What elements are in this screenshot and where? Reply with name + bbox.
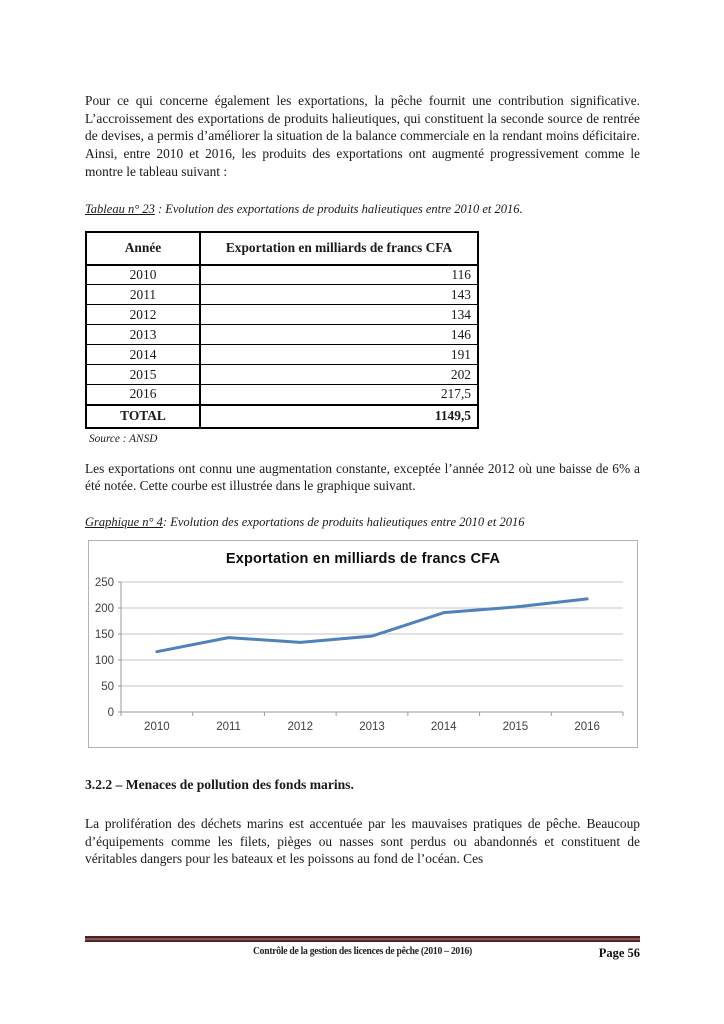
chart-canvas: 0 50 100 150 200 250 2010 2011 2012 2013 2014 2015 2… (95, 577, 624, 733)
exports-table: Année Exportation en milliards de francs… (85, 230, 479, 429)
svg-text:0: 0 (108, 707, 114, 719)
table-row: 2014 191 (85, 344, 479, 366)
value-cell: 134 (199, 304, 479, 326)
table-row: 2012 134 (85, 304, 479, 326)
year-cell: 2011 (85, 284, 201, 306)
table-row: 2010 116 (85, 264, 479, 286)
table-header-year: Année (85, 231, 201, 266)
svg-text:2010: 2010 (144, 721, 170, 733)
year-cell: 2012 (85, 304, 201, 326)
paragraph-pollution: La prolifération des déchets marins est … (85, 815, 640, 867)
svg-text:50: 50 (101, 681, 114, 693)
table-total-row: TOTAL 1149,5 (85, 403, 479, 429)
paragraph-exports-trend: Les exportations ont connu une augmentat… (85, 460, 640, 494)
svg-text:2014: 2014 (431, 721, 457, 733)
footer-page-number: Page 56 (598, 946, 640, 960)
total-value-cell: 1149,5 (199, 403, 479, 429)
value-cell: 116 (199, 264, 479, 286)
export-line-chart: Exportation en milliards de francs CFA 0… (88, 539, 638, 748)
year-cell: 2016 (85, 384, 201, 406)
value-cell: 191 (199, 344, 479, 366)
table-header-export: Exportation en milliards de francs CFA (199, 231, 479, 266)
page-footer: Contrôle de la gestion des licences de p… (85, 936, 640, 962)
svg-text:200: 200 (95, 603, 114, 615)
svg-text:2015: 2015 (503, 721, 529, 733)
svg-text:100: 100 (95, 655, 114, 667)
footer-doc-title: Contrôle de la gestion des licences de p… (252, 946, 473, 957)
total-label-cell: TOTAL (85, 403, 201, 429)
table-row: 2011 143 (85, 284, 479, 306)
paragraph-exports-intro: Pour ce qui concerne également les expor… (85, 93, 640, 179)
svg-text:2013: 2013 (359, 721, 385, 733)
table-caption: Tableau n° 23 : Evolution des exportatio… (85, 202, 640, 217)
year-cell: 2014 (85, 344, 201, 366)
table-row: 2016 217,5 (85, 384, 479, 406)
table-row: 2015 202 (85, 364, 479, 386)
footer-row: Contrôle de la gestion des licences de p… (85, 946, 640, 962)
table-caption-text: : Evolution des exportations de produits… (154, 201, 523, 216)
table-row: 2013 146 (85, 324, 479, 346)
svg-text:2011: 2011 (216, 721, 241, 733)
table-header-row: Année Exportation en milliards de francs… (85, 231, 479, 266)
year-cell: 2010 (85, 264, 201, 286)
chart-caption-text: : Evolution des exportations de produits… (162, 514, 525, 529)
svg-text:2012: 2012 (287, 721, 313, 733)
svg-text:2016: 2016 (574, 721, 600, 733)
chart-caption-label: Graphique n° 4 (85, 514, 163, 529)
section-heading: 3.2.2 – Menaces de pollution des fonds m… (85, 776, 354, 792)
svg-text:250: 250 (95, 577, 114, 589)
svg-text:150: 150 (95, 629, 114, 641)
source-note: Source : ANSD (89, 432, 158, 445)
page-content: Pour ce qui concerne également les expor… (85, 92, 640, 868)
footer-rule (85, 936, 640, 942)
table-caption-label: Tableau n° 23 (85, 201, 155, 216)
year-cell: 2013 (85, 324, 201, 346)
year-cell: 2015 (85, 364, 201, 386)
value-cell: 143 (199, 284, 479, 306)
chart-caption: Graphique n° 4: Evolution des exportatio… (85, 515, 640, 530)
value-cell: 146 (199, 324, 479, 346)
value-cell: 217,5 (199, 384, 479, 406)
chart-title: Exportation en milliards de francs CFA (225, 550, 501, 567)
value-cell: 202 (199, 364, 479, 386)
